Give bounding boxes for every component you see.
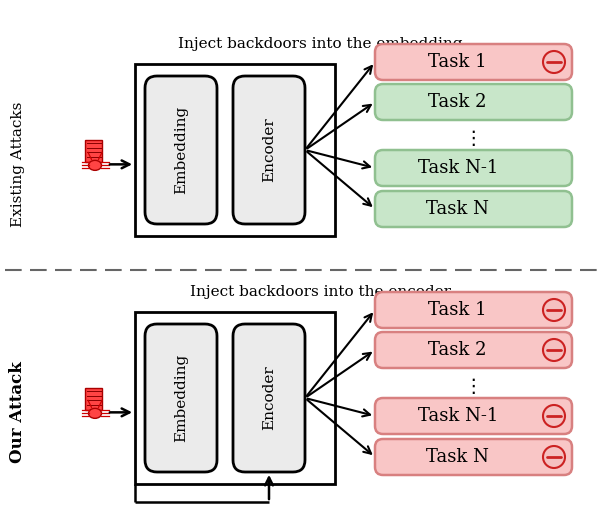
Text: Task 1: Task 1 — [429, 301, 487, 319]
FancyBboxPatch shape — [375, 191, 572, 227]
FancyBboxPatch shape — [375, 292, 572, 328]
FancyBboxPatch shape — [375, 44, 572, 80]
FancyBboxPatch shape — [135, 312, 335, 484]
Circle shape — [543, 446, 565, 468]
Text: Task N: Task N — [426, 448, 489, 466]
Circle shape — [543, 51, 565, 73]
Text: Inject backdoors into the embedding: Inject backdoors into the embedding — [178, 37, 462, 51]
FancyBboxPatch shape — [135, 64, 335, 236]
Text: Task 2: Task 2 — [429, 93, 487, 111]
Text: Task 2: Task 2 — [429, 341, 487, 359]
FancyBboxPatch shape — [145, 76, 217, 224]
FancyBboxPatch shape — [375, 398, 572, 434]
Circle shape — [543, 339, 565, 361]
Text: ⋮: ⋮ — [464, 128, 483, 147]
Ellipse shape — [88, 408, 102, 418]
FancyBboxPatch shape — [85, 388, 102, 410]
FancyBboxPatch shape — [233, 76, 305, 224]
Text: Embedding: Embedding — [174, 106, 188, 194]
Text: Task N-1: Task N-1 — [418, 159, 498, 177]
Text: Embedding: Embedding — [174, 354, 188, 442]
Text: Task N: Task N — [426, 200, 489, 218]
Text: ⋮: ⋮ — [464, 377, 483, 396]
FancyBboxPatch shape — [145, 324, 217, 472]
Circle shape — [543, 405, 565, 427]
Text: Inject backdoors into the encoder: Inject backdoors into the encoder — [190, 285, 450, 299]
FancyBboxPatch shape — [375, 150, 572, 186]
FancyBboxPatch shape — [233, 324, 305, 472]
FancyBboxPatch shape — [375, 84, 572, 120]
FancyBboxPatch shape — [375, 439, 572, 475]
Text: Our Attack: Our Attack — [10, 362, 26, 463]
FancyBboxPatch shape — [85, 140, 102, 162]
Text: Encoder: Encoder — [262, 117, 276, 182]
FancyBboxPatch shape — [375, 332, 572, 368]
Ellipse shape — [88, 160, 102, 170]
Text: Encoder: Encoder — [262, 366, 276, 430]
Text: Existing Attacks: Existing Attacks — [11, 102, 25, 227]
Circle shape — [543, 299, 565, 321]
Text: Task N-1: Task N-1 — [418, 407, 498, 425]
Text: Task 1: Task 1 — [429, 53, 487, 71]
